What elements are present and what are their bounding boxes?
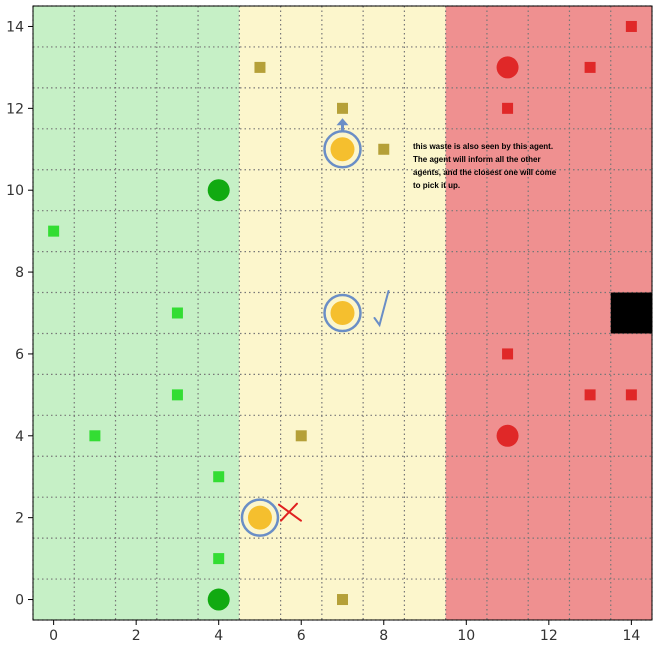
y-tick-label: 12	[6, 101, 24, 117]
annotation-line-1: this waste is also seen by this agent.	[413, 142, 553, 151]
yellow-waste	[378, 143, 390, 155]
zone-green	[33, 6, 240, 620]
axis-ticks: 0 2 4 6 8 10 12 14 0 2 4 6 8 10 12 14	[6, 19, 640, 644]
red-waste	[502, 102, 514, 114]
agent-highlight-ring	[323, 293, 362, 333]
y-tick-label: 8	[15, 265, 24, 281]
green-waste	[171, 389, 183, 401]
y-tick-label: 2	[15, 511, 24, 527]
red-agent	[496, 56, 519, 79]
yellow-agent	[330, 301, 355, 325]
red-waste	[584, 61, 596, 73]
red-waste	[584, 389, 596, 401]
yellow-waste	[254, 61, 266, 73]
yellow-agent	[247, 505, 272, 530]
hand-drawn-marks	[277, 118, 390, 522]
waste-items	[48, 20, 652, 606]
x-tick-label: 10	[457, 628, 475, 644]
cross-icon	[277, 502, 302, 522]
red-agent	[496, 424, 519, 447]
green-waste	[48, 225, 60, 237]
annotation-line-4: to pick it up.	[413, 181, 460, 190]
plot-frame	[32, 5, 653, 621]
agent-highlight-ring	[240, 498, 280, 537]
x-tick-label: 2	[132, 628, 141, 644]
x-tick-label: 4	[214, 628, 223, 644]
annotation-text: this waste is also seen by this agent. T…	[413, 142, 558, 190]
green-agent	[207, 588, 230, 611]
disposal-zone	[610, 292, 652, 334]
annotation-line-2: The agent will inform all the other	[413, 155, 541, 164]
yellow-agent	[330, 137, 355, 162]
yellow-waste	[337, 102, 348, 114]
green-waste	[171, 307, 183, 319]
green-waste	[213, 553, 225, 565]
y-tick-label: 14	[6, 19, 24, 35]
y-tick-label: 4	[15, 429, 24, 445]
x-tick-label: 12	[540, 628, 558, 644]
yellow-waste	[337, 594, 348, 606]
y-tick-label: 0	[15, 593, 24, 609]
yellow-waste	[295, 430, 307, 442]
annotation-line-3: agents, and the closest one will come	[413, 168, 557, 177]
checkmark-icon	[373, 290, 390, 328]
y-tick-label: 6	[15, 347, 24, 363]
x-tick-label: 6	[297, 628, 306, 644]
x-tick-label: 8	[379, 628, 388, 644]
red-waste	[625, 20, 637, 32]
arrow-head-icon	[336, 118, 349, 126]
x-tick-label: 14	[622, 628, 640, 644]
green-agent	[207, 179, 230, 202]
x-tick-label: 0	[49, 628, 58, 644]
y-tick-label: 10	[6, 183, 24, 199]
red-waste	[625, 389, 637, 401]
green-waste	[89, 430, 101, 442]
green-waste	[213, 471, 225, 483]
red-waste	[502, 348, 514, 360]
